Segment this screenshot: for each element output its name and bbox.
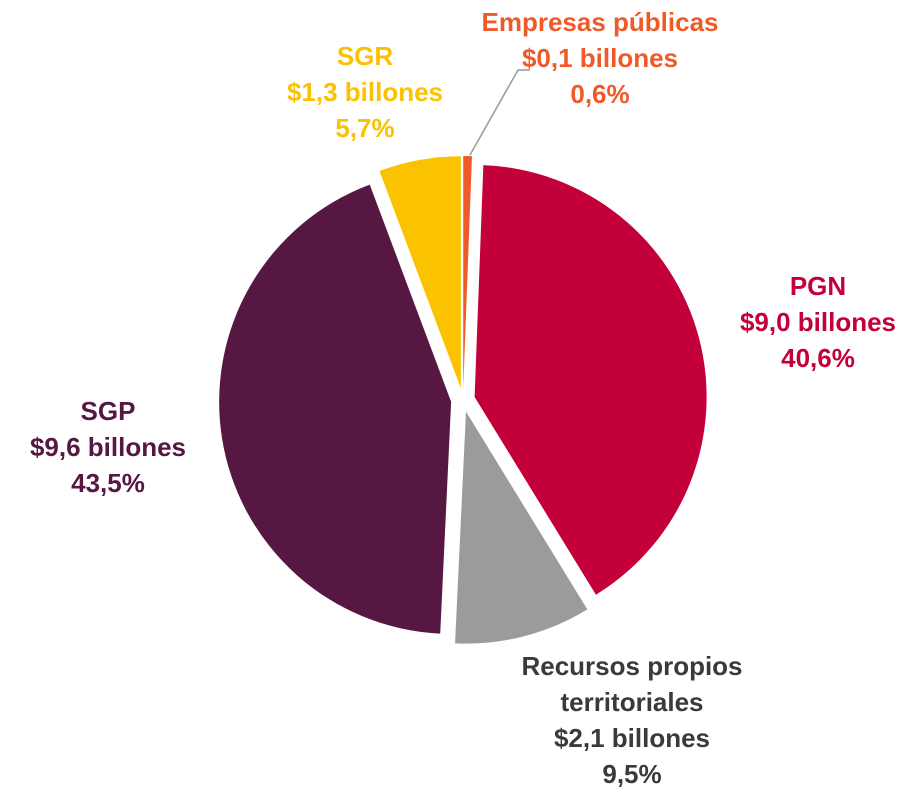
leader-line — [469, 69, 530, 156]
slice-name: SGP — [80, 396, 136, 426]
slice-percent: 43,5% — [71, 468, 145, 498]
slice-amount: $9,6 billones — [29, 432, 187, 462]
slice-label: SGP $9,6 billones 43,5% — [0, 393, 218, 501]
pie-slice — [455, 411, 588, 644]
slice-label: SGR $1,3 billones 5,7% — [255, 38, 475, 146]
slice-amount: $0,1 billones — [521, 43, 679, 73]
slice-amount: $9,0 billones — [739, 307, 897, 337]
slice-amount: $1,3 billones — [286, 77, 444, 107]
slice-name: Recursos propios territoriales — [521, 651, 743, 717]
slice-label: Recursos propios territoriales $2,1 billo… — [497, 648, 767, 787]
slice-percent: 9,5% — [602, 759, 662, 787]
slice-percent: 0,6% — [570, 79, 630, 109]
pie-slice — [379, 156, 461, 389]
slice-label: PGN $9,0 billones 40,6% — [708, 268, 919, 376]
slice-percent: 40,6% — [781, 343, 855, 373]
slice-percent: 5,7% — [335, 113, 395, 143]
pie-slice — [463, 156, 472, 389]
pie-slice — [474, 165, 707, 595]
slice-name: SGR — [336, 41, 394, 71]
slice-amount: $2,1 billones — [553, 723, 711, 753]
slice-name: Empresas públicas — [481, 7, 719, 37]
pie-slice — [219, 184, 452, 634]
slice-label: Empresas públicas $0,1 billones 0,6% — [440, 4, 760, 112]
slice-name: PGN — [789, 271, 847, 301]
